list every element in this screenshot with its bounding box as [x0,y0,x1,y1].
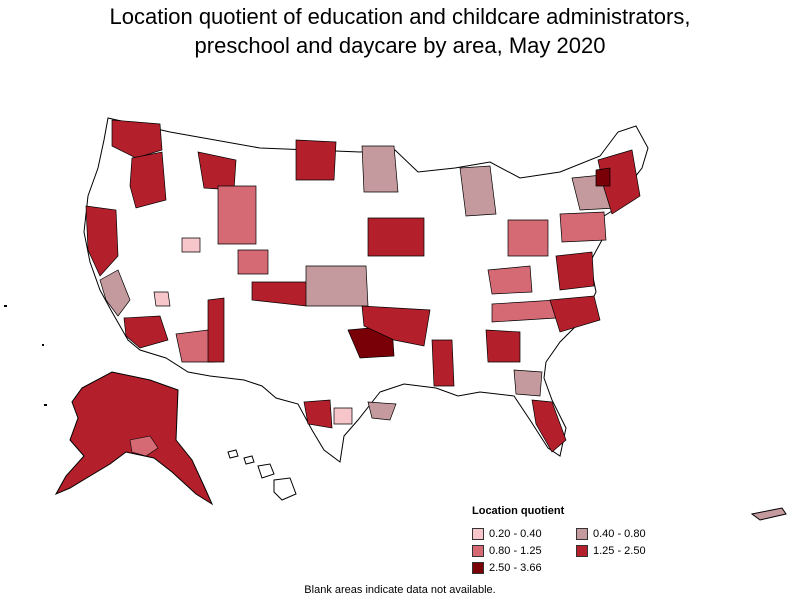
area-northern-california [85,205,119,277]
area-florida [531,399,567,453]
area-california-central [99,269,131,317]
footnote: Blank areas indicate data not available. [304,584,496,596]
legend-swatch [472,562,484,574]
area-kentucky [487,265,533,295]
area-texas-pink [333,407,353,425]
legend-item-0.40-0.80: 0.40 - 0.80 [576,527,686,541]
legend-label: 0.80 - 1.25 [489,545,542,557]
legend-item-0.20-0.40: 0.20 - 0.40 [472,527,576,541]
map-legend: Location quotient 0.20 - 0.40 0.40 - 0.8… [472,505,702,575]
area-oregon [129,151,167,209]
area-colorado-west [237,249,269,275]
area-utah-pink [181,237,201,253]
area-ohio [507,219,549,257]
area-new-mexico [207,297,225,363]
alaska-outline [54,371,214,506]
legend-swatch [472,528,484,540]
legend-swatch [472,545,484,557]
map-title: Location quotient of education and child… [0,2,800,60]
legend-label: 0.20 - 0.40 [489,528,542,540]
area-oklahoma [361,305,431,347]
hawaii-islands [227,449,297,501]
area-nevada-pink [153,291,171,307]
area-north-carolina [549,295,601,333]
legend-swatch [576,545,588,557]
area-kansas [305,265,369,307]
legend-swatch [576,528,588,540]
area-minnesota [361,145,399,193]
area-louisiana [367,401,397,421]
alaska-region-inner [129,435,159,457]
area-alabama [485,329,521,363]
area-north-dakota [295,139,337,181]
area-iowa [367,217,425,257]
area-virginia [555,251,595,291]
area-maine-dark [595,167,611,187]
area-washington-northwest [111,119,163,159]
legend-label: 0.40 - 0.80 [593,528,646,540]
area-southern-california [123,315,169,349]
area-wyoming [217,185,257,245]
area-tennessee [491,299,557,323]
small-islands [4,305,47,406]
area-michigan [459,165,497,217]
title-line-2: preschool and daycare by area, May 2020 [194,33,606,58]
area-mississippi [431,339,455,387]
area-pennsylvania [559,211,607,243]
legend-item-0.80-1.25: 0.80 - 1.25 [472,544,576,558]
title-line-1: Location quotient of education and child… [109,4,691,29]
legend-item-1.25-2.50: 1.25 - 2.50 [576,544,686,558]
puerto-rico [750,507,787,521]
legend-label: 2.50 - 3.66 [489,562,542,574]
legend-title: Location quotient [472,505,565,517]
legend-label: 1.25 - 2.50 [593,545,646,557]
area-texas-central [303,399,333,429]
legend-item-2.50-3.66: 2.50 - 3.66 [472,561,576,575]
area-georgia [513,369,543,397]
